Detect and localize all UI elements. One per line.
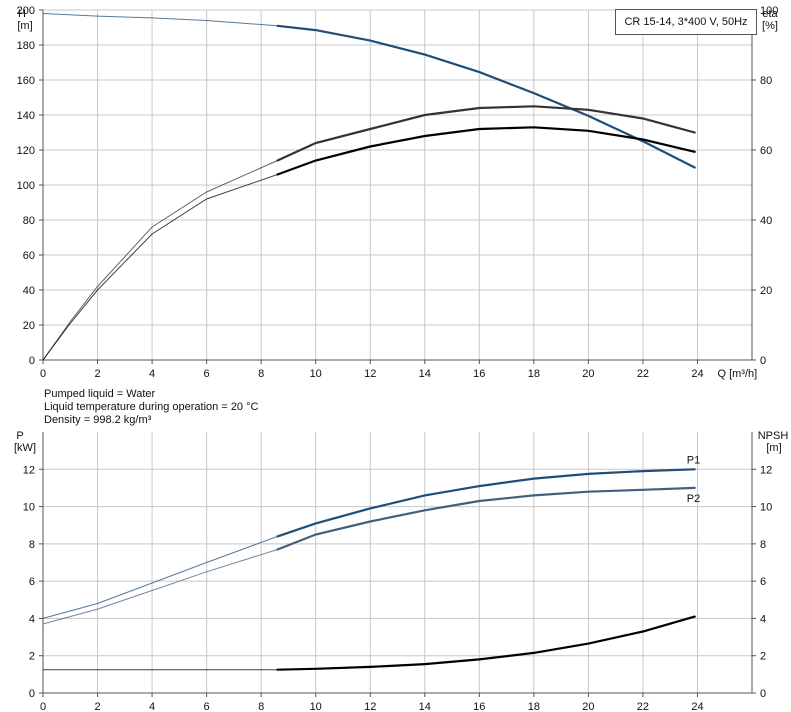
x-tick-label: 10 [310,368,322,380]
y-axis-unit-left: [m] [17,20,32,32]
y-tick-label-left: 120 [17,145,35,157]
y-tick-label-right: 0 [760,355,766,367]
y-axis-label-right: eta [762,8,778,20]
y-tick-label-right: 6 [760,576,766,588]
y-axis-unit-right: [m] [766,442,781,454]
y-tick-label-left: 40 [23,285,35,297]
y-tick-label-right: 20 [760,285,772,297]
y-tick-label-left: 8 [29,539,35,551]
x-tick-label: 18 [528,368,540,380]
y-tick-label-right: 2 [760,651,766,663]
y-axis-label-right: NPSH [758,430,789,442]
y-tick-label-right: 80 [760,75,772,87]
series-line [276,486,696,551]
y-tick-label-right: 8 [760,539,766,551]
x-tick-label: 22 [637,368,649,380]
pumped-liquid-text: Pumped liquid = Water [44,388,156,400]
x-tick-label: 2 [94,368,100,380]
y-tick-label-left: 140 [17,110,35,122]
series-line-thin [42,174,278,361]
y-tick-label-left: 160 [17,75,35,87]
x-tick-label: 16 [473,701,485,712]
series-line-thin [42,13,278,27]
series-label-p2: P2 [687,493,700,505]
series-line-thin [42,535,278,619]
y-axis-unit-left: [kW] [14,442,36,454]
x-tick-label: 6 [204,701,210,712]
x-tick-label: 14 [419,701,431,712]
y-tick-label-right: 100 [760,5,778,17]
series-line [276,468,696,538]
x-tick-label: 8 [258,701,264,712]
x-tick-label: 12 [364,368,376,380]
liquid-info: Pumped liquid = Water Liquid temperature… [44,388,258,427]
y-axis-label-left: H [18,8,26,20]
y-tick-label-left: 2 [29,651,35,663]
y-axis-label-left: P [16,430,23,442]
y-tick-label-left: 20 [23,320,35,332]
y-tick-label-left: 180 [17,40,35,52]
liquid-temperature-text: Liquid temperature during operation = 20… [44,401,259,413]
series-line [276,24,696,169]
series-label-p1: P1 [687,454,700,466]
x-tick-label: 2 [94,701,100,712]
y-tick-label-right: 10 [760,502,772,514]
x-tick-label: 6 [204,368,210,380]
x-tick-label: 12 [364,701,376,712]
x-tick-label: 14 [419,368,431,380]
x-tick-label: 10 [310,701,322,712]
y-axis-unit-right: [%] [762,20,778,32]
y-tick-label-left: 6 [29,576,35,588]
x-tick-label: 24 [691,368,703,380]
x-axis-label: Q [m³/h] [717,368,757,380]
series-line-thin [42,160,278,361]
y-tick-label-left: 100 [17,180,35,192]
chart-title: CR 15-14, 3*400 V, 50Hz [615,9,757,35]
y-tick-label-right: 0 [760,688,766,700]
x-tick-label: 22 [637,701,649,712]
y-tick-label-left: 0 [29,355,35,367]
series-line-thin [42,549,278,625]
x-tick-label: 4 [149,368,155,380]
y-tick-label-left: 60 [23,250,35,262]
y-tick-label-right: 60 [760,145,772,157]
y-tick-label-left: 10 [23,502,35,514]
y-tick-label-right: 12 [760,464,772,476]
y-tick-label-right: 4 [760,613,766,625]
x-tick-label: 20 [582,368,594,380]
y-tick-label-left: 12 [23,464,35,476]
density-text: Density = 998.2 kg/m³ [44,414,152,426]
series-line [276,615,696,671]
x-tick-label: 0 [40,701,46,712]
x-tick-label: 16 [473,368,485,380]
y-tick-label-right: 40 [760,215,772,227]
x-tick-label: 20 [582,701,594,712]
series-line [276,105,696,162]
x-tick-label: 0 [40,368,46,380]
x-tick-label: 4 [149,701,155,712]
y-tick-label-left: 80 [23,215,35,227]
x-tick-label: 24 [691,701,703,712]
x-tick-label: 8 [258,368,264,380]
x-tick-label: 18 [528,701,540,712]
y-tick-label-left: 4 [29,613,35,625]
y-tick-label-left: 0 [29,688,35,700]
y-tick-label-left: 200 [17,5,35,17]
series-line [276,126,696,176]
